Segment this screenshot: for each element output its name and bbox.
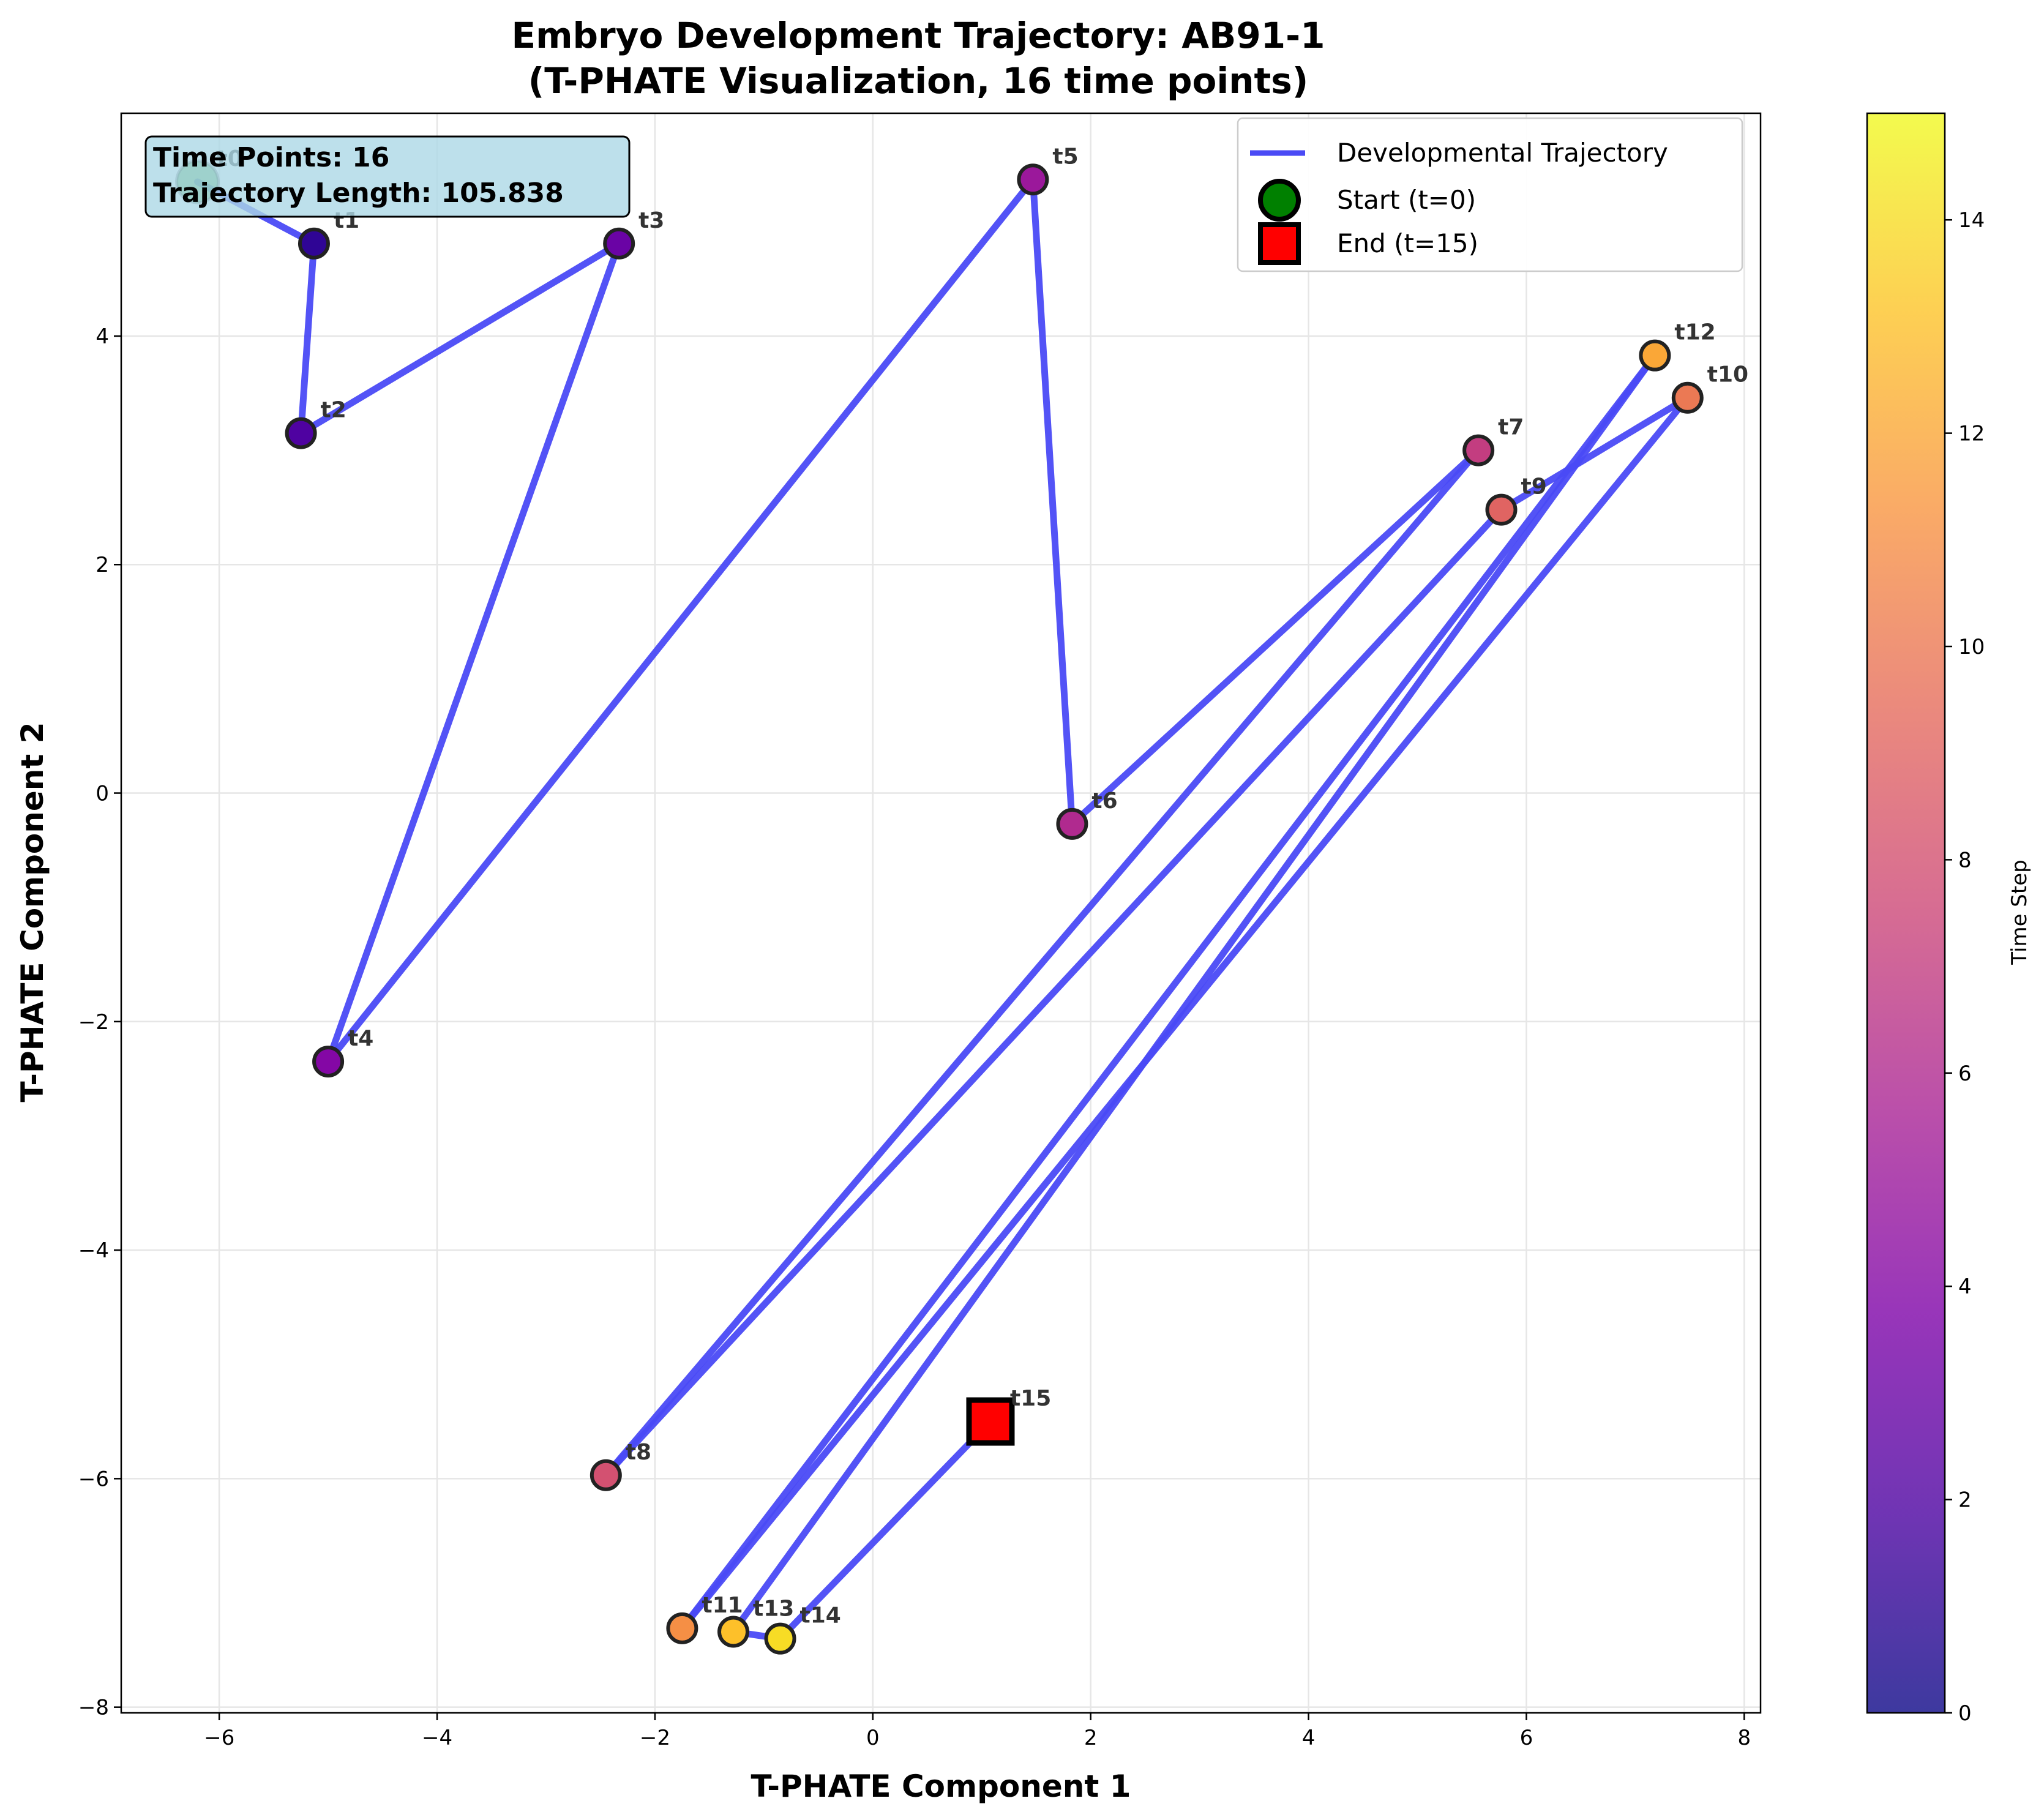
info-trajectory-length: Trajectory Length: 105.838 [153,178,564,209]
time-point-marker [285,417,317,449]
info-time-points: Time Points: 16 [153,142,389,173]
time-point-marker [717,1616,750,1648]
chart-subtitle: (T-PHATE Visualization, 16 time points) [528,60,1309,102]
trajectory-segment [730,352,1658,1635]
time-point-marker [1017,163,1049,196]
point-label: t10 [1707,362,1748,388]
trajectory-segment [777,1418,994,1642]
x-tick-label: 4 [1302,1726,1316,1750]
point-label: t5 [1052,144,1078,169]
point-label: t15 [1010,1386,1051,1411]
point-label: t12 [1674,320,1715,345]
x-tick-label: −6 [204,1726,234,1750]
point-label: t2 [321,398,346,423]
grid [121,113,1761,1713]
point-label: t3 [638,208,664,233]
colorbar-tick-label: 10 [1958,635,1985,659]
x-tick-label: −2 [640,1726,670,1750]
point-label: t14 [800,1603,841,1628]
y-tick-label: 0 [95,782,109,806]
y-tick-label: −8 [78,1696,109,1720]
y-tick-label: 2 [95,553,109,577]
point-label: t9 [1521,474,1547,500]
point-label: t11 [702,1593,743,1618]
point-label: t8 [626,1440,651,1465]
trajectory-points [175,159,1704,1655]
colorbar-tick-label: 2 [1958,1488,1972,1513]
info-box-background [144,135,631,218]
legend-end-marker [1258,222,1301,265]
legend-start-marker [1258,179,1301,222]
colorbar: 0 2 4 6 8 10 12 14 Time Step [1866,112,2032,1726]
x-tick-label: 8 [1737,1726,1751,1750]
point-label: t7 [1498,415,1524,440]
point-label: t6 [1091,788,1117,814]
time-point-marker [590,1459,622,1491]
point-label: t13 [753,1596,794,1621]
time-point-marker [666,1612,698,1644]
colorbar-ticks: 0 2 4 6 8 10 12 14 [1945,208,1985,1726]
y-tick-label: 4 [95,324,109,349]
y-tick-label: −4 [78,1238,109,1263]
time-point-marker [298,227,330,260]
colorbar-tick-label: 14 [1958,208,1985,233]
trajectory-segment [298,240,623,437]
colorbar-label: Time Step [2007,859,2032,965]
colorbar-gradient [1867,113,1945,1713]
trajectory-segment [298,240,318,437]
point-label: t4 [348,1026,373,1051]
y-axis-ticks: −8 −6 −4 −2 0 2 4 [78,324,121,1720]
chart-title: Embryo Development Trajectory: AB91-1 [511,15,1325,56]
x-tick-label: 6 [1520,1726,1533,1750]
colorbar-tick-label: 4 [1958,1275,1972,1299]
plot-frame [120,112,1762,1714]
trajectory-segment [1029,176,1076,828]
y-tick-label: −2 [78,1010,109,1035]
legend-frame [1237,117,1743,272]
time-point-marker [764,1622,796,1655]
y-tick-label: −6 [78,1467,109,1491]
colorbar-tick-label: 0 [1958,1701,1972,1726]
colorbar-tick-label: 6 [1958,1062,1972,1086]
end-marker [966,1397,1015,1446]
x-axis-label: T-PHATE Component 1 [751,1769,1131,1804]
trajectory-segment [324,240,623,1065]
time-point-marker [603,227,635,260]
trajectory-segment [678,352,1658,1632]
colorbar-tick-label: 8 [1958,848,1972,872]
time-point-marker [1639,339,1671,372]
legend-label-start: Start (t=0) [1337,185,1476,215]
y-axis-label: T-PHATE Component 2 [15,722,50,1103]
legend-label-trajectory: Developmental Trajectory [1337,138,1668,168]
x-axis-ticks: −6 −4 −2 0 2 4 6 8 [204,1713,1751,1750]
trajectory-lines [194,176,1691,1642]
colorbar-frame [1866,112,1946,1714]
info-box: Time Points: 16 Trajectory Length: 105.8… [144,135,631,218]
time-point-marker [312,1046,345,1078]
trajectory-segment [324,176,1036,1065]
legend-label-end: End (t=15) [1337,228,1478,258]
trajectory-segment [1498,394,1691,514]
time-point-marker [1056,807,1088,840]
colorbar-tick-label: 12 [1958,422,1985,446]
trajectory-segment [678,394,1691,1632]
x-tick-label: −4 [422,1726,452,1750]
trajectory-segment [1068,447,1482,828]
x-tick-label: 0 [866,1726,880,1750]
time-point-marker [1485,493,1518,526]
trajectory-segment [602,506,1505,1479]
time-point-marker [1462,434,1495,466]
time-point-marker [1671,381,1704,414]
legend: Developmental Trajectory Start (t=0) End… [1237,117,1743,272]
trajectory-segment [602,447,1482,1479]
x-tick-label: 2 [1084,1726,1098,1750]
